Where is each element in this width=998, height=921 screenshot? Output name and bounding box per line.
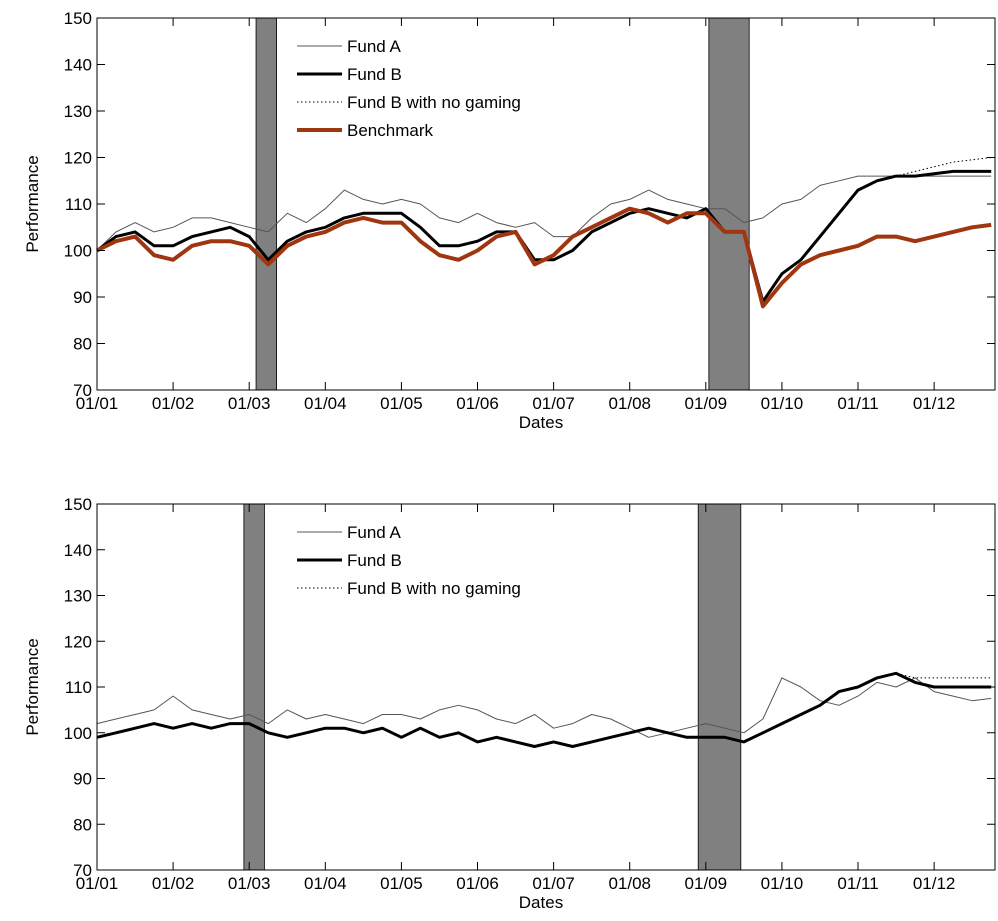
x-tick-label: 01/02 [152, 394, 195, 413]
x-tick-label: 01/12 [913, 874, 956, 893]
y-tick-label: 70 [73, 381, 92, 400]
y-tick-label: 110 [65, 195, 92, 214]
x-tick-label: 01/05 [380, 874, 423, 893]
shaded-region [697, 503, 742, 871]
y-tick-label: 70 [73, 861, 92, 880]
x-tick-label: 01/09 [685, 394, 728, 413]
x-tick-label: 01/11 [837, 394, 878, 413]
x-tick-label: 01/07 [532, 394, 575, 413]
y-tick-label: 130 [64, 102, 92, 121]
y-tick-label: 90 [73, 288, 92, 307]
y-tick-label: 100 [64, 242, 92, 261]
plot-area [97, 18, 995, 390]
shaded-region [255, 17, 278, 391]
x-tick-label: 01/09 [685, 874, 728, 893]
y-tick-label: 130 [64, 587, 92, 606]
x-tick-label: 01/10 [761, 874, 804, 893]
legend-label: Benchmark [347, 121, 433, 140]
y-axis-label: Performance [23, 638, 42, 735]
legend-label: Fund B with no gaming [347, 579, 521, 598]
x-tick-label: 01/03 [228, 394, 271, 413]
x-axis-label: Dates [519, 893, 563, 912]
series-line [96, 206, 992, 309]
y-tick-label: 80 [73, 815, 92, 834]
x-tick-label: 01/08 [608, 874, 651, 893]
x-tick-label: 01/01 [76, 394, 119, 413]
x-tick-label: 01/11 [837, 874, 878, 893]
x-tick-label: 01/08 [608, 394, 651, 413]
series-line [96, 677, 992, 738]
plot: Fund A Fund B Fund B with no gaming 70 80 90 1… [23, 495, 996, 912]
y-tick-label: 150 [64, 495, 92, 514]
x-axis-label: Dates [519, 413, 563, 432]
y-tick-label: 120 [64, 632, 92, 651]
legend-label: Fund A [347, 523, 402, 542]
y-tick-label: 150 [64, 9, 92, 28]
legend-label: Fund B with no gaming [347, 93, 521, 112]
legend-label: Fund B [347, 551, 402, 570]
x-tick-label: 01/04 [304, 394, 347, 413]
x-tick-label: 01/10 [761, 394, 804, 413]
y-tick-label: 80 [73, 335, 92, 354]
x-tick-label: 01/03 [228, 874, 271, 893]
series-line [96, 672, 992, 747]
legend-label: Fund B [347, 65, 402, 84]
x-tick-label: 01/05 [380, 394, 423, 413]
y-tick-label: 90 [73, 770, 92, 789]
x-tick-label: 01/02 [152, 874, 195, 893]
series-line [96, 175, 992, 251]
x-tick-label: 01/04 [304, 874, 347, 893]
x-tick-label: 01/06 [456, 394, 499, 413]
legend-label: Fund A [347, 37, 402, 56]
y-tick-label: 120 [64, 149, 92, 168]
x-tick-label: 01/01 [76, 874, 119, 893]
x-tick-label: 01/12 [913, 394, 956, 413]
x-tick-label: 01/06 [456, 874, 499, 893]
y-axis-label: Performance [23, 155, 42, 252]
y-tick-label: 100 [64, 724, 92, 743]
y-tick-label: 140 [64, 56, 92, 75]
x-tick-label: 01/07 [532, 874, 575, 893]
plot: Fund A Fund B Fund B with no gaming Benchma… [23, 9, 996, 432]
y-tick-label: 110 [65, 678, 92, 697]
shaded-region [243, 503, 265, 871]
y-tick-label: 140 [64, 541, 92, 560]
shaded-region [708, 17, 750, 391]
